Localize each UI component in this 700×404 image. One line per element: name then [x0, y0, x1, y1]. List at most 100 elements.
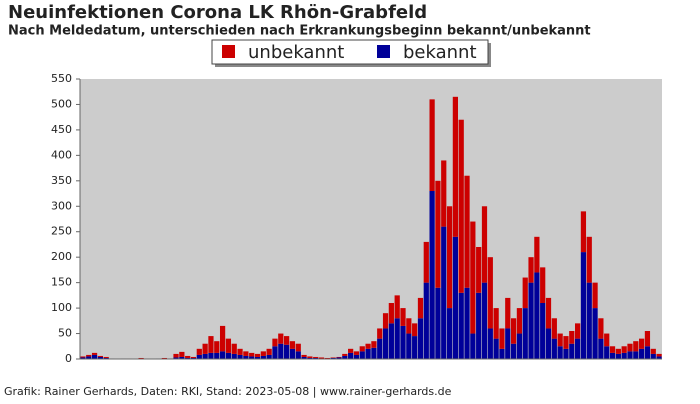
y-tick-label: 0 [65, 352, 72, 365]
bar [161, 357, 167, 359]
bar [348, 352, 354, 359]
bar [388, 323, 394, 359]
bar [569, 343, 575, 359]
bar [540, 303, 546, 359]
y-tick-label: 250 [51, 225, 72, 238]
bar [86, 354, 92, 357]
bar [615, 353, 621, 359]
bar [394, 295, 400, 319]
bar [435, 287, 441, 359]
bar [254, 356, 261, 359]
bar [208, 352, 214, 359]
bar [592, 308, 598, 359]
bar [243, 355, 249, 359]
bar [633, 351, 639, 359]
bar [505, 297, 511, 329]
bar [173, 357, 179, 359]
chart-subtitle: Nach Meldedatum, unterschieden nach Erkr… [8, 24, 591, 39]
bar [348, 348, 354, 353]
bar [650, 348, 656, 354]
bar [219, 351, 226, 359]
bar [412, 323, 418, 337]
bar [295, 343, 301, 352]
bar [656, 353, 662, 357]
bar [557, 333, 563, 347]
bar [458, 292, 464, 359]
bar [289, 348, 296, 359]
bar [196, 348, 202, 355]
bar [441, 160, 447, 227]
bar [580, 211, 587, 253]
bar [429, 191, 435, 359]
bar [307, 357, 313, 359]
bar [598, 318, 604, 339]
bar [481, 206, 488, 283]
bar [179, 356, 185, 359]
bar [557, 346, 563, 359]
bar [278, 333, 284, 344]
y-tick-label: 300 [51, 199, 72, 212]
bar [429, 99, 435, 191]
bar [464, 175, 470, 288]
bar [441, 226, 447, 359]
bar [342, 355, 348, 359]
bar [80, 356, 86, 358]
bar [522, 308, 528, 359]
bar [190, 357, 197, 359]
bar [219, 325, 226, 352]
y-tick-label: 200 [51, 250, 72, 263]
bar [470, 333, 476, 359]
bar [272, 346, 278, 359]
bar [103, 356, 109, 358]
bar [237, 348, 243, 355]
bar [569, 331, 575, 344]
bar [481, 282, 488, 359]
bar [452, 96, 458, 237]
bar [243, 351, 249, 356]
bar [423, 282, 429, 359]
bar [377, 328, 383, 339]
bar [470, 221, 476, 334]
bar [534, 236, 540, 273]
bar [604, 333, 610, 347]
bar [604, 346, 610, 359]
bar [80, 357, 86, 359]
bar [639, 338, 645, 349]
bar [609, 346, 616, 353]
bar [260, 355, 266, 359]
bar [417, 297, 424, 319]
bar [394, 318, 400, 359]
bar [371, 347, 377, 359]
bar [301, 354, 307, 357]
bar [575, 323, 581, 339]
bar [249, 356, 255, 359]
bar [621, 346, 627, 353]
bar [586, 236, 592, 283]
bar [464, 287, 470, 359]
bar [487, 257, 493, 329]
bar [225, 352, 232, 359]
y-tick-label: 350 [51, 174, 72, 187]
bar [138, 357, 144, 359]
bar [452, 236, 458, 359]
bar [382, 328, 389, 359]
bar [371, 341, 377, 348]
bar [231, 353, 237, 359]
bar [324, 357, 330, 359]
bar [446, 308, 453, 359]
bar [202, 343, 208, 354]
bar [202, 353, 208, 359]
bar [196, 354, 202, 359]
y-tick-label: 50 [58, 327, 72, 340]
bar [190, 356, 197, 358]
bar [534, 272, 540, 359]
y-tick-label: 150 [51, 276, 72, 289]
bar [284, 344, 290, 359]
bar [528, 257, 534, 283]
bar [336, 356, 342, 358]
bar [313, 356, 319, 358]
bar [644, 331, 651, 347]
bar [563, 348, 569, 359]
bar [423, 241, 429, 283]
bar [580, 252, 587, 359]
